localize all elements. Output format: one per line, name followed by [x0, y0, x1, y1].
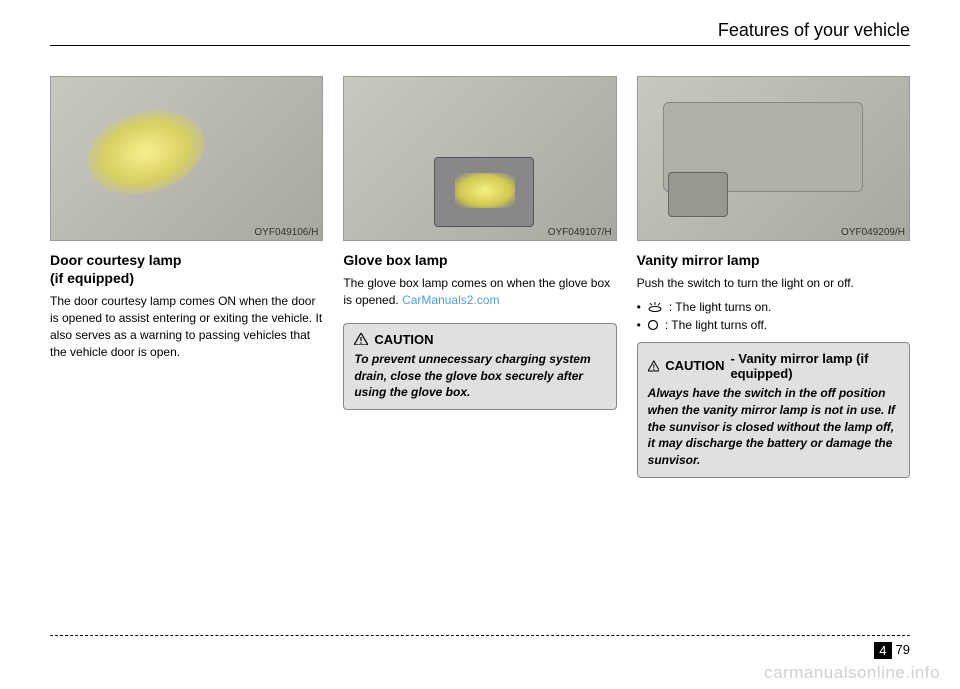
- column-vanity-lamp: OYF049209/H Vanity mirror lamp Push the …: [637, 76, 910, 478]
- bullet-dot: •: [637, 300, 641, 314]
- watermark-link: CarManuals2.com: [402, 293, 499, 307]
- caution-head: CAUTION: [354, 332, 605, 347]
- glove-glow-graphic: [455, 173, 515, 208]
- light-off-icon: [647, 319, 659, 331]
- section-title-vanity-lamp: Vanity mirror lamp: [637, 251, 910, 269]
- figure-door-lamp: OYF049106/H: [50, 76, 323, 241]
- caution-body: Always have the switch in the off positi…: [648, 385, 899, 469]
- bullet-on-text: : The light turns on.: [669, 300, 772, 314]
- page-footer: 4 79: [50, 635, 910, 659]
- warning-icon: [648, 360, 660, 372]
- caution-head: CAUTION - Vanity mirror lamp (if equippe…: [648, 351, 899, 381]
- section-title-door-lamp: Door courtesy lamp (if equipped): [50, 251, 323, 287]
- light-on-icon: [647, 302, 663, 312]
- body-door-lamp: The door courtesy lamp comes ON when the…: [50, 293, 323, 360]
- section-number: 4: [874, 642, 891, 659]
- title-line1: Door courtesy lamp: [50, 252, 181, 268]
- caution-box-vanity: CAUTION - Vanity mirror lamp (if equippe…: [637, 342, 910, 478]
- lamp-unit-graphic: [668, 172, 728, 217]
- section-title-glove-lamp: Glove box lamp: [343, 251, 616, 269]
- glove-inset-graphic: [434, 157, 534, 227]
- body-glove-lamp: The glove box lamp comes on when the glo…: [343, 275, 616, 309]
- bullet-off-text: : The light turns off.: [665, 318, 767, 332]
- header-title: Features of your vehicle: [718, 20, 910, 41]
- figure-glove-lamp: OYF049107/H: [343, 76, 616, 241]
- page-header: Features of your vehicle: [50, 20, 910, 46]
- bullet-dot: •: [637, 318, 641, 332]
- column-glove-lamp: OYF049107/H Glove box lamp The glove box…: [343, 76, 616, 478]
- bullet-on: • : The light turns on.: [637, 300, 910, 314]
- caution-box-glove: CAUTION To prevent unnecessary charging …: [343, 323, 616, 410]
- caution-label: CAUTION: [665, 358, 724, 373]
- bullet-off: • : The light turns off.: [637, 318, 910, 332]
- page-number: 79: [896, 642, 910, 659]
- door-lamp-glow-graphic: [78, 98, 215, 206]
- title-line2: (if equipped): [50, 270, 134, 286]
- caution-body: To prevent unnecessary charging system d…: [354, 351, 605, 401]
- caution-sub: - Vanity mirror lamp (if equipped): [730, 351, 899, 381]
- warning-icon: [354, 333, 368, 345]
- site-watermark: carmanualsonline.info: [764, 663, 940, 683]
- intro-vanity-lamp: Push the switch to turn the light on or …: [637, 275, 910, 292]
- content-columns: OYF049106/H Door courtesy lamp (if equip…: [50, 76, 910, 478]
- figure-label: OYF049106/H: [254, 227, 318, 238]
- figure-label: OYF049209/H: [841, 227, 905, 238]
- figure-vanity-lamp: OYF049209/H: [637, 76, 910, 241]
- caution-label: CAUTION: [374, 332, 433, 347]
- column-door-lamp: OYF049106/H Door courtesy lamp (if equip…: [50, 76, 323, 478]
- figure-label: OYF049107/H: [548, 227, 612, 238]
